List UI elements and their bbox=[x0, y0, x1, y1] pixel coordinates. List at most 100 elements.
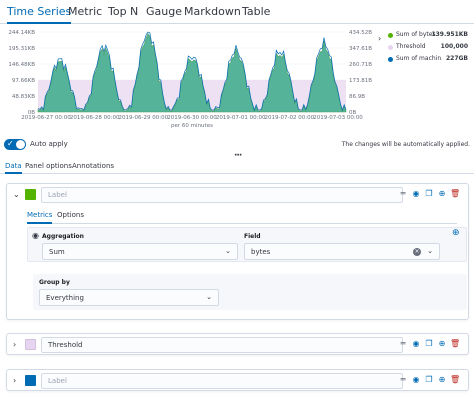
editor-tabs: Data Panel options Annotations bbox=[0, 160, 474, 174]
chevron-down-icon: ⌄ bbox=[225, 247, 231, 255]
eye-icon[interactable]: ◉ bbox=[412, 189, 420, 198]
field-label: Field bbox=[244, 233, 261, 240]
series-header: ⌄ Label ═ ◉ ❐ ⊕ 🗑 bbox=[7, 184, 468, 206]
grab-handle-icon[interactable]: ═ bbox=[400, 339, 406, 348]
auto-apply-label: Auto apply bbox=[30, 140, 68, 148]
tab-top-n[interactable]: Top N bbox=[108, 5, 139, 18]
series-panel: ⌄ Label ═ ◉ ❐ ⊕ 🗑 Metrics Options ◉ Aggr… bbox=[6, 183, 469, 320]
aggregation-select[interactable]: Sum ⌄ bbox=[42, 243, 238, 260]
metric-row: ◉ Aggregation Sum ⌄ Field bytes × ⌄ ⊕ bbox=[27, 227, 467, 262]
chevron-right-icon[interactable]: › bbox=[13, 340, 17, 349]
tab-data[interactable]: Data bbox=[5, 162, 22, 174]
series-label-input[interactable]: Threshold bbox=[41, 337, 403, 353]
series-inner-tabs: Metrics Options bbox=[27, 210, 457, 224]
series-color-picker[interactable] bbox=[25, 375, 36, 386]
series-panel-machine: › Label ═ ◉ ❐ ⊕ 🗑 bbox=[6, 369, 469, 391]
y-axis-tick-label: 48.83KB bbox=[12, 94, 35, 100]
auto-apply-toggle[interactable]: ✓ bbox=[4, 139, 26, 150]
clear-icon[interactable]: × bbox=[413, 248, 421, 256]
y2-axis-tick-label: 434.52B bbox=[349, 30, 372, 36]
series-machine-line bbox=[37, 31, 347, 112]
plus-circle-icon[interactable]: ⊕ bbox=[438, 339, 446, 348]
tab-table[interactable]: Table bbox=[242, 5, 271, 18]
check-icon: ✓ bbox=[7, 139, 14, 148]
legend-label: Threshold bbox=[396, 43, 426, 50]
legend-color-dot bbox=[388, 45, 393, 50]
legend-value: 227GB bbox=[445, 55, 468, 62]
x-axis-tick-label: 2019-06-28 00:00 bbox=[70, 115, 120, 121]
plus-circle-icon[interactable]: ⊕ bbox=[438, 189, 446, 198]
tab-metric[interactable]: Metric bbox=[68, 5, 103, 18]
chart-legend: › Sum of bytes 139.951KB Threshold 100,0… bbox=[372, 30, 472, 66]
trash-icon[interactable]: 🗑 bbox=[450, 339, 461, 348]
grab-handle-icon[interactable]: ═ bbox=[400, 375, 406, 384]
series-actions: ═ ◉ ❐ ⊕ 🗑 bbox=[398, 339, 462, 351]
x-axis-tick-label: 2019-06-27 00:00 bbox=[21, 115, 71, 121]
grab-handle-icon[interactable]: ═ bbox=[400, 189, 406, 198]
aggregation-label: Aggregation bbox=[42, 233, 84, 240]
resize-handle-icon[interactable]: ··· bbox=[234, 151, 242, 161]
tab-annotations[interactable]: Annotations bbox=[72, 162, 115, 170]
copy-icon[interactable]: ❐ bbox=[425, 189, 433, 198]
y2-axis-tick-label: 0B bbox=[349, 110, 356, 116]
chevron-down-icon: ⌄ bbox=[206, 293, 212, 301]
toggle-knob bbox=[16, 140, 25, 149]
y2-axis-tick-label: 347.61B bbox=[349, 46, 372, 52]
group-by-label: Group by bbox=[39, 279, 70, 286]
y-axis-tick-label: 244.14KB bbox=[8, 30, 35, 36]
copy-icon[interactable]: ❐ bbox=[425, 375, 433, 384]
legend-item-threshold[interactable]: Threshold 100,000 bbox=[382, 42, 472, 54]
chevron-down-icon[interactable]: ⌄ bbox=[13, 190, 20, 199]
tab-markdown[interactable]: Markdown bbox=[184, 5, 241, 18]
trash-icon[interactable]: 🗑 bbox=[450, 375, 461, 384]
legend-label: Sum of bytes bbox=[396, 31, 436, 38]
legend-toggle-chevron-icon[interactable]: › bbox=[378, 34, 382, 43]
copy-icon[interactable]: ❐ bbox=[425, 339, 433, 348]
y-axis-tick-label: 0B bbox=[28, 110, 35, 116]
x-axis-tick-label: 2019-06-30 00:00 bbox=[167, 115, 217, 121]
y-axis-tick-label: 195.31KB bbox=[8, 46, 35, 52]
tab-time-series[interactable]: Time Series bbox=[7, 4, 72, 24]
legend-item-sum-of-bytes[interactable]: Sum of bytes 139.951KB bbox=[382, 30, 472, 42]
eye-icon[interactable]: ◉ bbox=[412, 375, 420, 384]
series-panel-threshold: › Threshold ═ ◉ ❐ ⊕ 🗑 bbox=[6, 333, 469, 355]
aggregation-value: Sum bbox=[49, 248, 65, 256]
tab-options[interactable]: Options bbox=[57, 211, 85, 219]
series-actions: ═ ◉ ❐ ⊕ 🗑 bbox=[398, 375, 462, 387]
chevron-right-icon[interactable]: › bbox=[13, 376, 17, 385]
x-axis-tick-label: 2019-07-01 00:00 bbox=[216, 115, 266, 121]
chevron-down-icon: ⌄ bbox=[427, 247, 433, 255]
series-actions: ═ ◉ ❐ ⊕ 🗑 bbox=[398, 189, 462, 201]
y-axis-tick-label: 97.66KB bbox=[12, 78, 35, 84]
y-axis-tick-label: 146.48KB bbox=[8, 62, 35, 68]
tab-metrics[interactable]: Metrics bbox=[27, 211, 53, 224]
series-label-input[interactable]: Label bbox=[41, 373, 403, 389]
trash-icon[interactable]: 🗑 bbox=[450, 189, 461, 198]
field-select[interactable]: bytes × ⌄ bbox=[244, 243, 440, 260]
plus-circle-icon[interactable]: ⊕ bbox=[438, 375, 446, 384]
group-by-section: Group by Everything ⌄ bbox=[33, 274, 467, 310]
time-series-chart: 244.14KB 195.31KB 146.48KB 97.66KB 48.83KB 0B… bbox=[0, 26, 474, 130]
legend-item-machine[interactable]: Sum of machin... 227GB bbox=[382, 54, 472, 66]
series-label-input[interactable]: Label bbox=[41, 187, 403, 203]
auto-apply-message: The changes will be automatically applie… bbox=[341, 141, 470, 148]
series-color-picker[interactable] bbox=[25, 189, 36, 200]
tab-gauge[interactable]: Gauge bbox=[146, 5, 182, 18]
field-value: bytes bbox=[251, 248, 271, 256]
y2-axis-tick-label: 86.9B bbox=[349, 94, 365, 100]
eye-icon[interactable]: ◉ bbox=[412, 339, 420, 348]
legend-color-dot bbox=[388, 57, 393, 62]
series-color-picker[interactable] bbox=[25, 339, 36, 350]
group-by-select[interactable]: Everything ⌄ bbox=[39, 289, 219, 306]
x-axis-tick-label: 2019-06-29 00:00 bbox=[119, 115, 169, 121]
eye-icon[interactable]: ◉ bbox=[32, 231, 39, 240]
visualization-type-tabs: Time Series Metric Top N Gauge Markdown … bbox=[0, 0, 474, 24]
plus-circle-icon[interactable]: ⊕ bbox=[452, 228, 460, 238]
tab-panel-options[interactable]: Panel options bbox=[25, 162, 72, 170]
x-axis-label: per 60 minutes bbox=[171, 123, 213, 129]
group-by-value: Everything bbox=[46, 294, 84, 302]
y2-axis-tick-label: 173.81B bbox=[349, 78, 372, 84]
chart-svg: 244.14KB 195.31KB 146.48KB 97.66KB 48.83KB 0B… bbox=[8, 30, 372, 129]
y2-axis-tick-label: 260.71B bbox=[349, 62, 372, 68]
legend-value: 139.951KB bbox=[431, 31, 468, 38]
